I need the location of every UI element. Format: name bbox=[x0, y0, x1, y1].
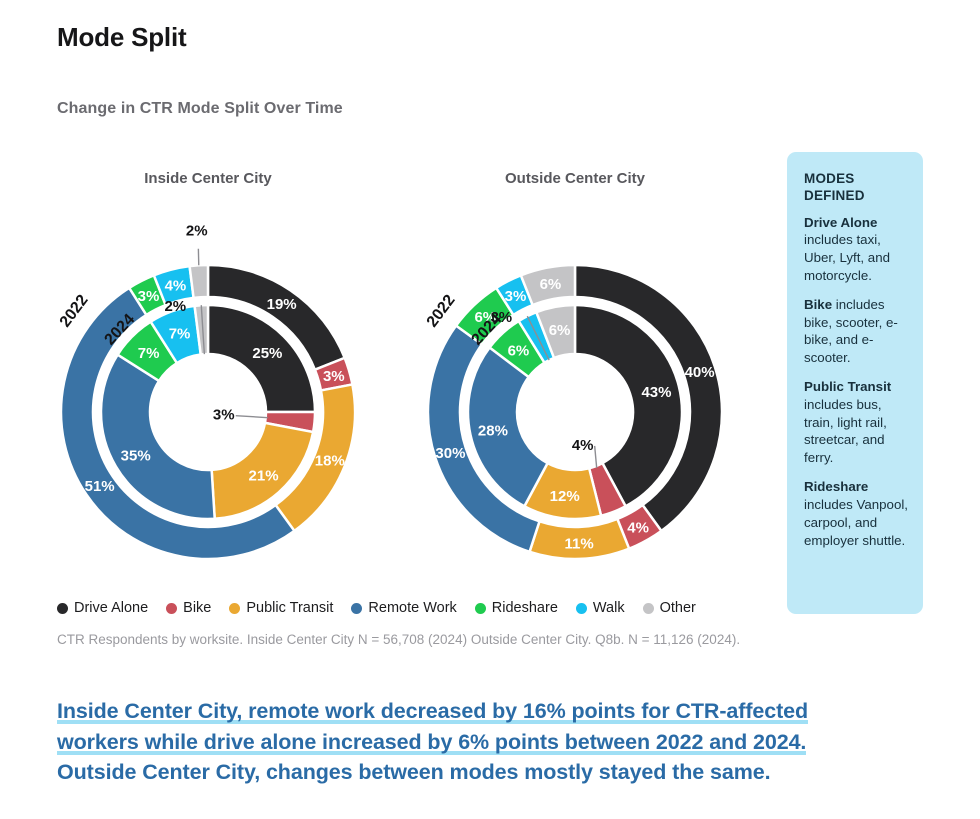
donut-segment-drive-alone[interactable] bbox=[206, 303, 317, 414]
donut-ring-2024: 43%4%12%28%6%3%6% bbox=[466, 303, 684, 521]
chart-legend: Drive Alone Bike Public Transit Remote Work… bbox=[57, 600, 696, 616]
legend-item-label: Other bbox=[659, 600, 696, 616]
mode-definition-bike: Bike includes bike, scooter, e-bike, and… bbox=[804, 296, 909, 367]
donut-chart-outside-center-city: Outside Center City 40% 4% 11% 30% 6% 3% 6% 43%… bbox=[425, 160, 725, 561]
donut-ring-2022: 40%4%11%30%6%3%6% bbox=[426, 263, 724, 561]
mode-definition-text: includes bus, train, light rail, streetc… bbox=[804, 396, 887, 466]
segment-label: 4% bbox=[165, 278, 187, 295]
segment-label: 30% bbox=[435, 445, 465, 462]
legend-swatch-icon bbox=[229, 602, 241, 614]
donut-segment-remote-work[interactable] bbox=[59, 286, 297, 561]
donut-segment-other[interactable] bbox=[188, 263, 210, 300]
segment-label: 18% bbox=[315, 453, 345, 470]
segment-label: 3% bbox=[505, 288, 527, 305]
donut-segment-remote-work[interactable] bbox=[99, 352, 217, 521]
conclusion-line-1: Inside Center City, remote work decrease… bbox=[57, 699, 809, 724]
legend-item-label: Drive Alone bbox=[74, 600, 149, 616]
donut-ring-2022: 19% 3% 18% 51% 3% 4% 2% bbox=[59, 222, 357, 561]
chart-title-inside: Inside Center City bbox=[144, 170, 272, 187]
chart-title-outside: Outside Center City bbox=[504, 170, 646, 187]
legend-item-drive-alone[interactable]: Drive Alone bbox=[57, 600, 148, 616]
segment-label: 51% bbox=[85, 478, 115, 495]
segment-label: 11% bbox=[565, 535, 594, 552]
label-leader-line bbox=[526, 315, 550, 361]
modes-defined-heading: MODES DEFINED bbox=[804, 171, 865, 204]
conclusion-line-3: Outside Center City, changes between mod… bbox=[57, 760, 771, 785]
label-leader-line bbox=[235, 414, 268, 419]
mode-definition-term: Drive Alone bbox=[804, 214, 878, 230]
page-title: Mode Split bbox=[57, 22, 187, 52]
ring-year-label-outer: 2022 bbox=[58, 292, 92, 331]
segment-label: 7% bbox=[138, 345, 160, 362]
donut-ring-2024: 25% 3% 21% 35% 7% 7% 2% bbox=[99, 298, 317, 521]
legend-item-label: Rideshare bbox=[491, 600, 558, 616]
segment-label: 3% bbox=[490, 309, 512, 326]
legend-swatch-icon bbox=[166, 602, 178, 614]
donut-segment-other[interactable] bbox=[519, 263, 577, 307]
segment-label: 19% bbox=[267, 296, 297, 313]
label-leader-line bbox=[200, 305, 206, 355]
segment-label: 21% bbox=[249, 468, 279, 485]
ring-year-label-outer: 2022 bbox=[425, 292, 459, 331]
legend-item-label: Remote Work bbox=[368, 600, 457, 616]
segment-label: 2% bbox=[164, 298, 186, 315]
mode-definition-term: Bike bbox=[804, 296, 833, 312]
donut-svg-outside: 40%4%11%30%6%3%6%43%4%12%28%6%3%6%2022 20… bbox=[425, 263, 724, 561]
label-leader-line bbox=[593, 445, 598, 469]
charts-container: Inside Center City 19% 3% 18% 51% 3% 4% 2% 25% 3… bbox=[0, 160, 770, 580]
segment-label: 4% bbox=[572, 437, 594, 454]
legend-swatch-icon bbox=[57, 602, 68, 614]
segment-label: 28% bbox=[478, 422, 508, 439]
mode-definition-term: Rideshare bbox=[804, 479, 869, 495]
legend-item-label: Bike bbox=[183, 600, 212, 616]
legend-item-bike[interactable]: Bike bbox=[166, 600, 211, 616]
segment-label: 3% bbox=[323, 368, 345, 385]
segment-label: 40% bbox=[685, 364, 715, 381]
modes-defined-panel: MODES DEFINED Drive Alone includes taxi,… bbox=[787, 152, 923, 614]
mode-definition-text: includes Vanpool, carpool, and employer … bbox=[804, 496, 908, 548]
legend-item-walk[interactable]: Walk bbox=[575, 600, 625, 616]
donut-segment-other[interactable] bbox=[534, 303, 577, 360]
donut-chart-inside-center-city: Inside Center City 19% 3% 18% 51% 3% 4% 2% 25% 3… bbox=[58, 160, 358, 561]
legend-swatch-icon bbox=[351, 602, 363, 614]
donut-segment-remote-work[interactable] bbox=[466, 345, 550, 508]
donut-svg-inside: 19%3%18%51%3%4%2%25%3%21%35%7%7%2%2022 20… bbox=[58, 222, 357, 561]
chart-subtitle: Change in CTR Mode Split Over Time bbox=[57, 100, 343, 117]
segment-label: 35% bbox=[121, 447, 151, 464]
legend-item-rideshare[interactable]: Rideshare bbox=[474, 600, 558, 616]
segment-label: 6% bbox=[540, 276, 562, 293]
legend-item-other[interactable]: Other bbox=[642, 600, 696, 616]
legend-item-remote-work[interactable]: Remote Work bbox=[351, 600, 457, 616]
segment-label: 7% bbox=[169, 325, 191, 342]
segment-label: 4% bbox=[627, 519, 649, 536]
legend-item-public-transit[interactable]: Public Transit bbox=[229, 600, 333, 616]
mode-definition-term: Public Transit bbox=[804, 379, 892, 395]
segment-label: 6% bbox=[474, 309, 496, 326]
legend-swatch-icon bbox=[575, 602, 587, 614]
segment-label: 25% bbox=[252, 345, 282, 362]
legend-item-label: Public Transit bbox=[246, 600, 334, 616]
segment-label: 6% bbox=[549, 322, 571, 339]
segment-label: 43% bbox=[641, 384, 671, 401]
mode-definition-drive-alone: Drive Alone includes taxi, Uber, Lyft, a… bbox=[804, 214, 909, 285]
segment-label: 3% bbox=[213, 407, 235, 424]
legend-item-label: Walk bbox=[592, 600, 625, 616]
conclusion-line-2: workers while drive alone increased by 6… bbox=[57, 729, 807, 755]
mode-definition-public-transit: Public Transit includes bus, train, ligh… bbox=[804, 378, 909, 467]
segment-label: 2% bbox=[186, 222, 208, 239]
legend-swatch-icon bbox=[642, 602, 654, 614]
chart-footnote: CTR Respondents by worksite. Inside Cent… bbox=[57, 632, 741, 647]
mode-definition-rideshare: Rideshare includes Vanpool, carpool, and… bbox=[804, 478, 909, 549]
legend-swatch-icon bbox=[474, 602, 486, 614]
mode-definition-text: includes taxi, Uber, Lyft, and motorcycl… bbox=[804, 232, 890, 283]
modes-defined-list: Drive Alone includes taxi, Uber, Lyft, a… bbox=[804, 214, 909, 550]
segment-label: 6% bbox=[508, 342, 530, 359]
segment-label: 12% bbox=[550, 488, 580, 505]
donut-segment-drive-alone[interactable] bbox=[573, 303, 684, 508]
mode-definition-text: includes bike, scooter, e-bike, and e-sc… bbox=[804, 296, 898, 366]
conclusion-text: Inside Center City, remote work decrease… bbox=[57, 696, 937, 788]
segment-label: 3% bbox=[138, 288, 160, 305]
donut-segment-other[interactable] bbox=[193, 303, 210, 356]
